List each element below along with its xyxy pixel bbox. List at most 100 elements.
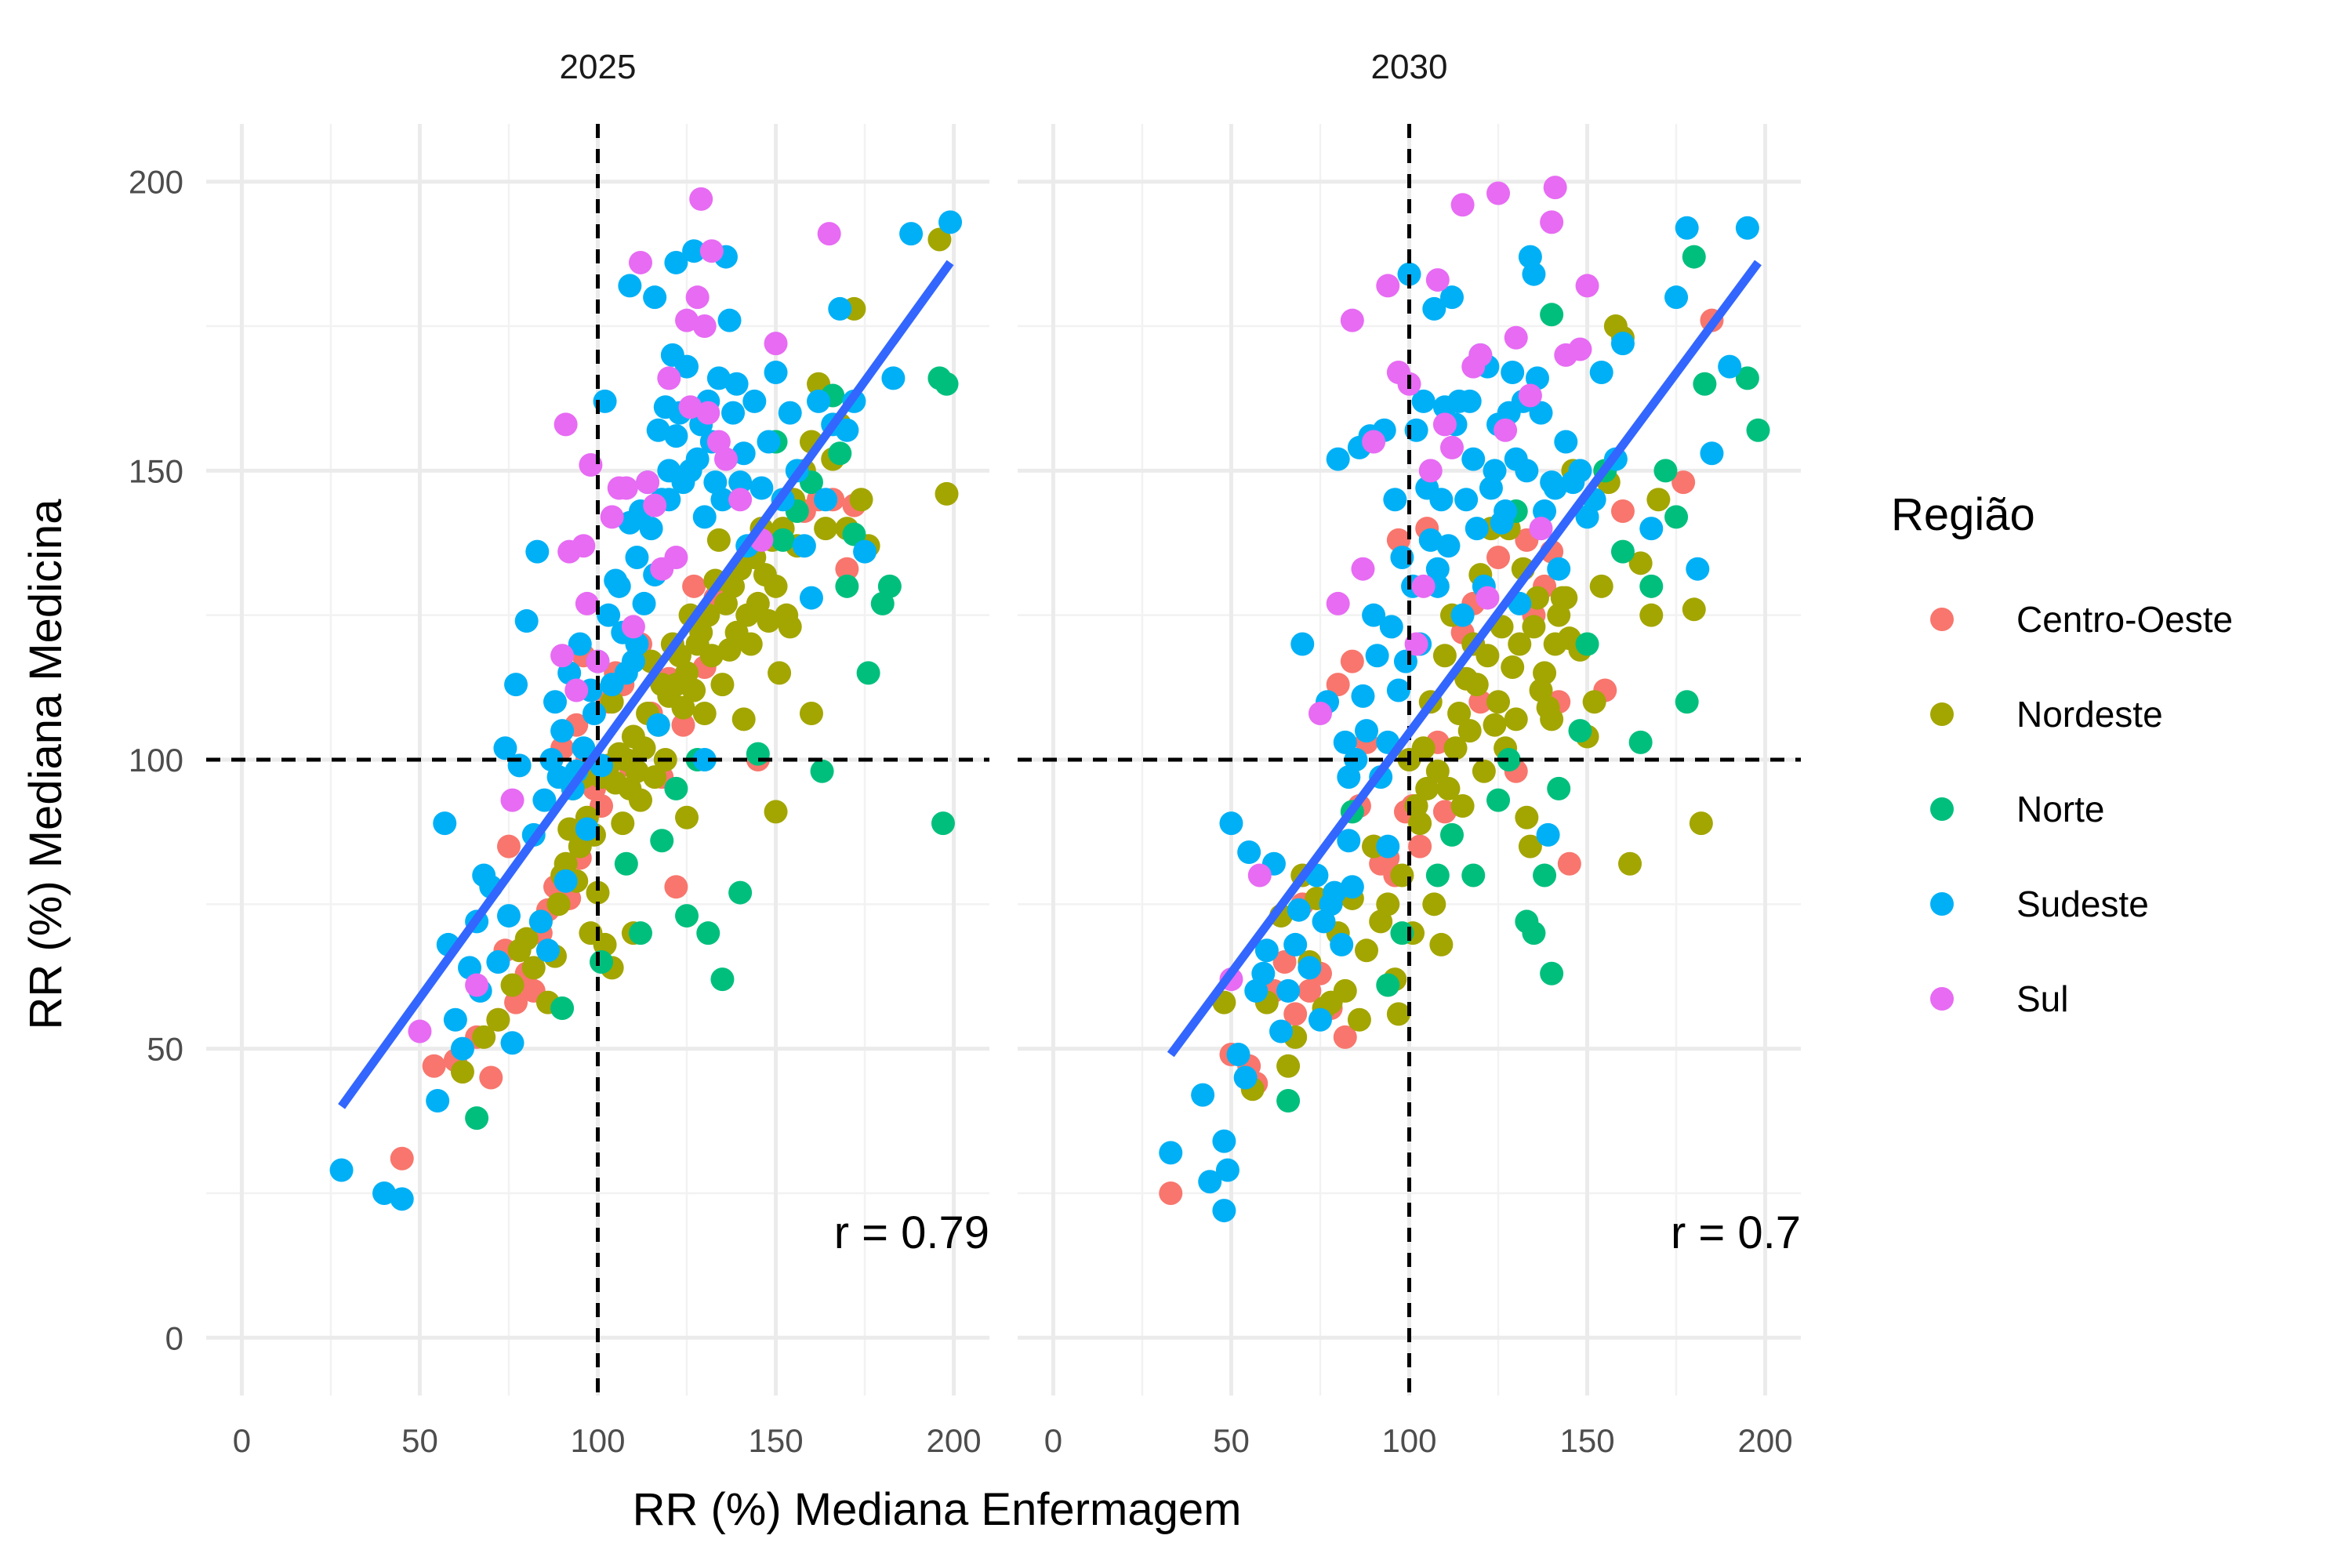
data-point (614, 476, 638, 500)
legend-title: Região (1891, 489, 2035, 540)
data-point (1355, 719, 1379, 743)
data-point (1251, 961, 1276, 985)
x-tick-label: 150 (1560, 1422, 1615, 1459)
data-point (1533, 863, 1557, 887)
data-point (1589, 574, 1613, 598)
data-point (1337, 765, 1361, 789)
data-point (835, 557, 859, 581)
data-point (1735, 216, 1759, 240)
data-point (550, 719, 575, 743)
data-point (1298, 978, 1322, 1003)
data-point (689, 187, 713, 211)
data-point (586, 880, 610, 905)
data-point (807, 389, 831, 413)
x-tick-label: 0 (1044, 1422, 1062, 1459)
trend-line (1167, 260, 1762, 1058)
data-point (1215, 1158, 1240, 1182)
data-point (1461, 863, 1486, 887)
data-point (1362, 430, 1386, 454)
data-point (1340, 308, 1364, 332)
data-point (1543, 476, 1567, 500)
data-point (450, 1060, 474, 1084)
data-point (1383, 488, 1407, 512)
data-point (1646, 488, 1671, 512)
data-point (1450, 793, 1475, 818)
data-point (710, 488, 735, 512)
data-point (817, 222, 841, 246)
data-point (486, 1007, 510, 1032)
data-point (1443, 736, 1468, 760)
data-point (1376, 834, 1400, 858)
data-point (1557, 851, 1581, 876)
data-point (1465, 673, 1489, 697)
data-point (768, 661, 792, 685)
data-point (614, 851, 638, 876)
data-point (535, 938, 560, 963)
data-point (1376, 274, 1400, 298)
x-tick-label: 100 (1381, 1422, 1436, 1459)
data-point (525, 539, 550, 564)
data-point (750, 476, 774, 500)
data-point (1272, 950, 1297, 975)
data-point (710, 673, 735, 697)
legend-key (1930, 892, 1954, 916)
data-point (692, 505, 717, 529)
data-point (643, 285, 667, 310)
data-point (799, 702, 823, 726)
data-point (1212, 1199, 1236, 1223)
data-point (1323, 880, 1347, 905)
data-point (1422, 296, 1446, 321)
data-point (1408, 811, 1432, 836)
data-point (1457, 719, 1482, 743)
data-point (1425, 759, 1450, 783)
legend-item: Centro-Oeste (1930, 599, 2233, 640)
panel-2025: 2025 0 50 100 150 200 0 50 100 150 200 r = 0.79 (129, 48, 989, 1459)
data-point (1504, 707, 1528, 731)
x-tick-label: 0 (233, 1422, 251, 1459)
data-point (1472, 759, 1496, 783)
x-tick-label: 50 (1213, 1422, 1250, 1459)
data-point (554, 869, 578, 893)
data-point (1568, 337, 1592, 361)
data-point (1540, 961, 1564, 985)
data-point (1330, 932, 1354, 956)
data-point (1682, 597, 1706, 622)
facet-strip-label: 2025 (560, 48, 637, 86)
data-point (1447, 702, 1472, 726)
data-point (1653, 459, 1678, 483)
data-point (692, 314, 717, 339)
data-point (1501, 655, 1525, 680)
legend-key (1930, 608, 1954, 631)
data-point (1746, 418, 1770, 442)
data-point (1540, 707, 1564, 731)
data-point (1386, 678, 1410, 702)
data-point (675, 308, 699, 332)
data-point (1254, 938, 1279, 963)
data-point (1362, 603, 1386, 627)
data-point (728, 880, 753, 905)
data-point (842, 522, 866, 546)
data-point (1397, 262, 1421, 286)
data-point (575, 591, 599, 615)
data-point (500, 788, 524, 812)
data-point (664, 545, 688, 569)
data-point (1425, 863, 1450, 887)
data-point (1418, 528, 1443, 552)
data-point (1298, 956, 1322, 980)
data-point (1425, 268, 1450, 292)
legend-label: Sul (2016, 978, 2068, 1019)
data-point (810, 759, 834, 783)
data-point (1233, 1065, 1258, 1090)
data-point (650, 829, 674, 853)
data-point (1287, 898, 1311, 922)
x-tick-label: 200 (1738, 1422, 1793, 1459)
legend-key (1930, 797, 1954, 821)
data-point (1518, 834, 1542, 858)
data-point (639, 517, 663, 541)
data-point (422, 1054, 446, 1078)
data-point (1522, 615, 1546, 639)
data-point (465, 1106, 489, 1131)
data-point (828, 296, 852, 321)
data-point (1283, 1002, 1308, 1026)
data-point (1408, 834, 1432, 858)
